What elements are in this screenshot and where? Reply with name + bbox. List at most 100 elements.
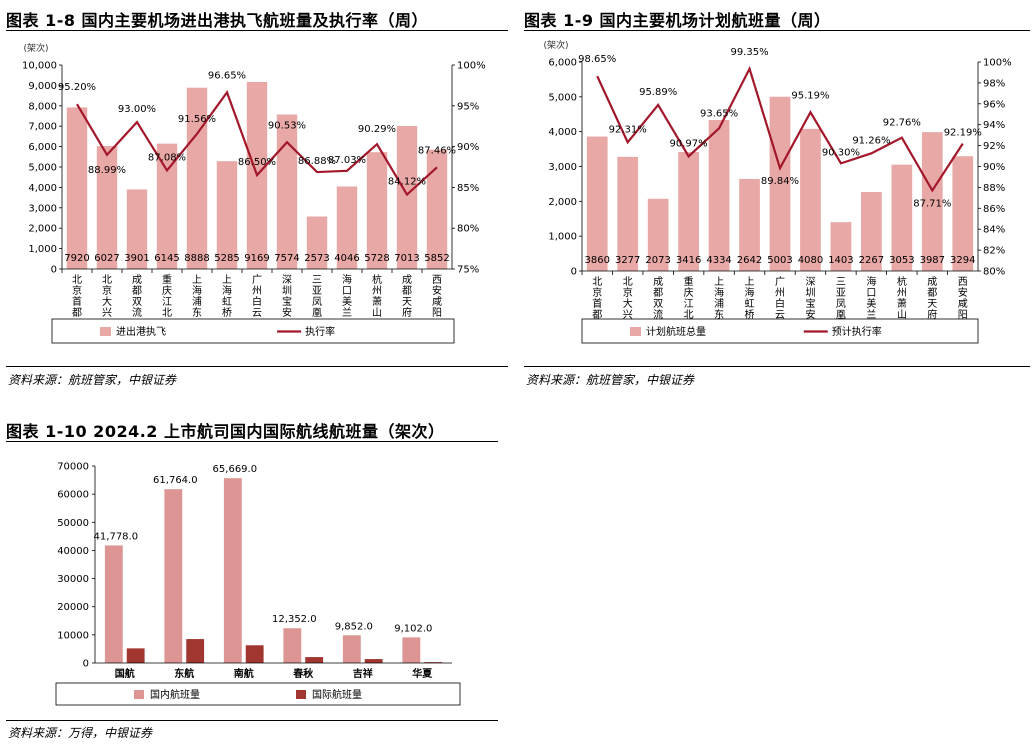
bar xyxy=(216,161,238,269)
y-tick-label: 4,000 xyxy=(548,127,577,138)
y-tick-label: 5,000 xyxy=(28,163,57,174)
y2-tick-label: 94% xyxy=(983,120,1005,131)
x-category-label: 北京首都 xyxy=(72,274,82,319)
bar-international xyxy=(424,662,443,663)
source-note: 资料来源：航班管家，中银证券 xyxy=(526,373,695,387)
bar-value-label: 4080 xyxy=(798,255,823,266)
rate-value-label: 88.99% xyxy=(88,165,126,176)
y-tick-label: 40000 xyxy=(57,546,89,557)
y2-tick-label: 85% xyxy=(457,183,479,194)
title-rule xyxy=(6,441,498,442)
bar-international xyxy=(364,659,383,663)
bar-value-label: 8888 xyxy=(184,253,209,264)
y-tick-label: 50000 xyxy=(57,518,89,529)
x-category-label: 成都双流 xyxy=(653,276,663,321)
x-category-label: 华夏 xyxy=(412,667,433,680)
figure-title: 图表 1-8 国内主要机场进出港执飞航班量及执行率（周） xyxy=(6,11,429,30)
y-tick-label: 9,000 xyxy=(28,81,57,92)
rate-value-label: 98.65% xyxy=(578,54,616,65)
x-category-label: 广州白云 xyxy=(775,276,785,321)
bar xyxy=(861,192,882,271)
rate-value-label: 91.26% xyxy=(852,135,890,146)
bar-value-label: 4046 xyxy=(334,253,359,264)
y2-tick-label: 90% xyxy=(457,142,479,153)
bar-domestic xyxy=(342,635,361,663)
bar xyxy=(708,120,730,271)
bar xyxy=(126,189,148,269)
x-category-label: 重庆江北 xyxy=(162,273,172,319)
source-rule xyxy=(524,366,1030,367)
y2-tick-label: 80% xyxy=(983,267,1005,278)
rate-value-label: 95.89% xyxy=(639,87,677,98)
bar-value-label: 9169 xyxy=(244,253,269,264)
x-category-label: 上海浦东 xyxy=(714,276,724,321)
bar-value-label: 3860 xyxy=(585,255,610,266)
rate-value-label: 90.97% xyxy=(670,138,708,149)
y-tick-label: 70000 xyxy=(57,462,89,473)
legend-swatch-bar xyxy=(100,327,111,336)
rate-value-label: 87.46% xyxy=(418,145,456,156)
title-rule xyxy=(6,30,508,31)
y-tick-label: 7,000 xyxy=(28,122,57,133)
bar xyxy=(66,107,88,269)
bar-international xyxy=(305,657,324,663)
y-tick-label: 2,000 xyxy=(548,197,577,208)
bar-value-label: 5285 xyxy=(214,253,239,264)
x-category-label: 上海虹桥 xyxy=(745,276,755,321)
y-tick-label: 0 xyxy=(83,659,89,670)
bar-domestic xyxy=(164,489,183,663)
y-axis-unit: (架次) xyxy=(23,42,48,54)
rate-line xyxy=(76,90,438,197)
bar-value-label: 3053 xyxy=(889,255,914,266)
bar-value-label: 2573 xyxy=(304,253,329,264)
legend-label: 执行率 xyxy=(305,325,335,338)
title-rule xyxy=(524,30,1030,31)
rate-value-label: 90.30% xyxy=(822,147,860,158)
x-category-label: 深圳宝安 xyxy=(282,274,292,319)
rate-value-label: 96.65% xyxy=(208,70,246,81)
y2-tick-label: 100% xyxy=(457,61,486,72)
rate-value-label: 92.19% xyxy=(944,128,982,139)
y-axis-unit: (架次) xyxy=(543,39,568,51)
x-category-label: 成都天府 xyxy=(402,274,412,319)
y-tick-label: 2,000 xyxy=(28,224,57,235)
x-category-label: 西安咸阳 xyxy=(958,277,968,321)
rate-value-label: 87.71% xyxy=(913,198,951,209)
y2-tick-label: 95% xyxy=(457,101,479,112)
legend-box xyxy=(51,318,455,344)
legend-label: 国内航班量 xyxy=(150,688,200,701)
bar xyxy=(617,156,639,271)
rate-value-label: 86.50% xyxy=(238,157,276,168)
bar-value-label: 3277 xyxy=(615,255,640,266)
rate-value-label: 95.19% xyxy=(791,90,829,101)
bar-value-label: 3987 xyxy=(920,255,945,266)
bar xyxy=(647,198,669,271)
bar xyxy=(96,146,118,269)
x-category-label: 北京大兴 xyxy=(623,276,633,321)
rate-line xyxy=(596,65,964,193)
y-tick-label: 10,000 xyxy=(22,61,57,72)
y-tick-label: 30000 xyxy=(57,574,89,585)
bar-domestic xyxy=(223,478,242,663)
legend-label: 计划航班总量 xyxy=(646,325,706,338)
legend-label: 预计执行率 xyxy=(832,325,882,338)
rate-value-label: 93.65% xyxy=(700,108,738,119)
rate-value-label: 95.20% xyxy=(58,82,96,93)
figure-title: 图表 1-10 2024.2 上市航司国内国际航线航班量（架次） xyxy=(6,422,445,441)
y-tick-label: 4,000 xyxy=(28,183,57,194)
x-category-label: 三亚凤凰 xyxy=(312,275,322,319)
source-rule xyxy=(6,720,498,721)
bar xyxy=(426,149,448,269)
bar xyxy=(396,125,418,269)
rate-value-label: 90.53% xyxy=(268,120,306,131)
rate-value-label: 87.08% xyxy=(148,152,186,163)
rate-value-label: 90.29% xyxy=(358,124,396,135)
rate-value-label: 91.56% xyxy=(178,114,216,125)
x-category-label: 北京首都 xyxy=(592,276,602,321)
bar-domestic xyxy=(283,628,302,663)
bar-value-label: 2642 xyxy=(737,255,762,266)
bar xyxy=(769,96,791,271)
bar-value-label: 61,764.0 xyxy=(153,475,198,486)
bar xyxy=(276,114,298,269)
y2-tick-label: 100% xyxy=(983,58,1012,69)
